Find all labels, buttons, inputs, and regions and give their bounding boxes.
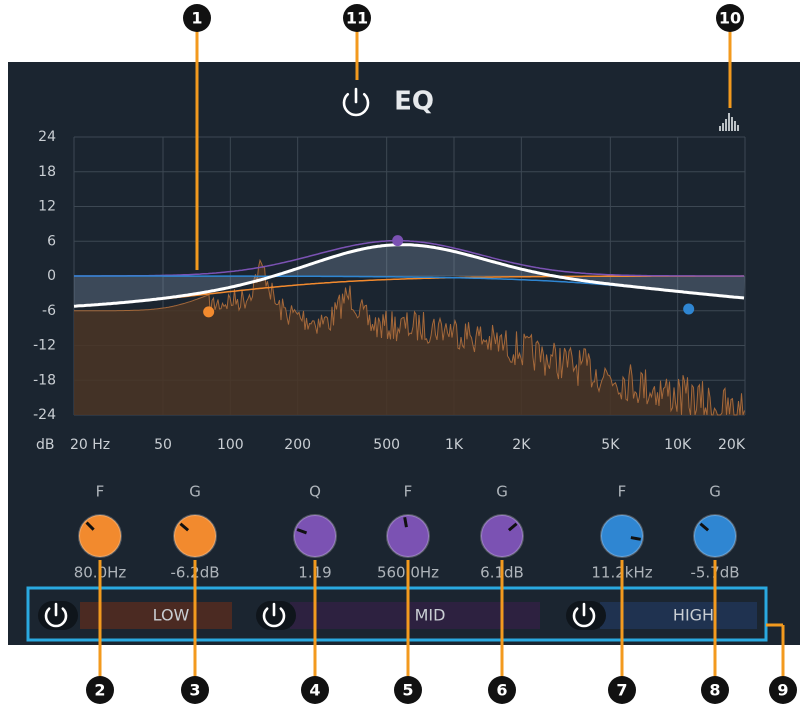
callout-badge [701, 676, 729, 704]
knob-label: G [189, 483, 201, 501]
y-tick-label: -6 [42, 303, 56, 319]
band-bar[interactable] [600, 602, 757, 629]
band-bar-highlight [26, 586, 768, 642]
callout-badge [183, 4, 211, 32]
callout-number: 6 [496, 681, 507, 700]
band-bar[interactable] [80, 602, 232, 629]
callout-badge [608, 676, 636, 704]
callout-number: 10 [719, 9, 741, 28]
eq-area [74, 244, 745, 307]
knob[interactable] [78, 514, 122, 558]
callout-badge [394, 676, 422, 704]
spectrum-line [74, 258, 745, 416]
knob-pointer [296, 528, 308, 535]
y-tick-label: 18 [38, 164, 56, 180]
knob-label: Q [309, 483, 321, 501]
knob-pointer [403, 517, 408, 528]
title: EQ [394, 87, 434, 117]
knob[interactable] [173, 514, 217, 558]
callout-badge [301, 676, 329, 704]
band-name: MID [415, 606, 446, 625]
y-tick-label: 12 [38, 199, 56, 215]
band-name: HIGH [673, 606, 714, 625]
callout-number: 11 [346, 9, 368, 28]
callout-badge [86, 676, 114, 704]
callout-number: 4 [309, 681, 320, 700]
x-tick-label: 20K [718, 437, 746, 453]
knob-pointer [630, 536, 641, 541]
callout-number: 8 [709, 681, 720, 700]
knob-label: G [496, 483, 508, 501]
x-tick-label: 500 [373, 437, 400, 453]
eq-curve [73, 243, 745, 308]
x-tick-label: 200 [284, 437, 311, 453]
knob[interactable] [600, 514, 644, 558]
band-power[interactable] [44, 602, 68, 628]
x-tick-label: 1K [445, 437, 464, 453]
knob-pointer [699, 522, 710, 532]
callout-number: 7 [616, 681, 627, 700]
y-unit-label: dB [36, 437, 55, 453]
x-tick-label: 2K [512, 437, 531, 453]
x-tick-label: 100 [217, 437, 244, 453]
x-tick-label: 5K [601, 437, 620, 453]
callout-number: 9 [777, 681, 788, 700]
y-tick-label: -24 [33, 407, 56, 423]
y-tick-label: -18 [33, 372, 56, 388]
y-tick-label: 6 [47, 233, 56, 249]
knob-label: F [96, 483, 105, 501]
callout-badge [769, 676, 797, 704]
knob-label: F [618, 483, 627, 501]
y-tick-label: 0 [47, 268, 56, 284]
callout-badge [181, 676, 209, 704]
band-power[interactable] [572, 602, 596, 628]
callout-number: 5 [402, 681, 413, 700]
power-button[interactable] [342, 87, 370, 117]
knob[interactable] [693, 514, 737, 558]
band-curve [74, 239, 744, 277]
callout-number: 3 [189, 681, 200, 700]
band-handle[interactable] [392, 235, 404, 247]
callout-number: 1 [191, 9, 202, 28]
y-tick-label: 24 [38, 129, 56, 145]
callout-badge [716, 4, 744, 32]
knob-label: F [404, 483, 413, 501]
knob[interactable] [293, 514, 337, 558]
knob[interactable] [480, 514, 524, 558]
band-power[interactable] [262, 602, 286, 628]
x-tick-label: 10K [664, 437, 692, 453]
band-handle[interactable] [203, 306, 215, 318]
knob-pointer [85, 521, 95, 531]
x-tick-label: 20 Hz [70, 437, 110, 453]
y-tick-label: -12 [33, 338, 56, 354]
knob-pointer [507, 522, 518, 532]
knob-label: G [709, 483, 721, 501]
callout-badge [343, 4, 371, 32]
band-handle[interactable] [683, 303, 695, 315]
band-bar[interactable] [290, 602, 540, 629]
callout-number: 2 [94, 681, 105, 700]
x-tick-label: 50 [154, 437, 172, 453]
knob-pointer [179, 522, 190, 532]
band-name: LOW [153, 606, 190, 625]
knob[interactable] [386, 514, 430, 558]
callout-badge [488, 676, 516, 704]
